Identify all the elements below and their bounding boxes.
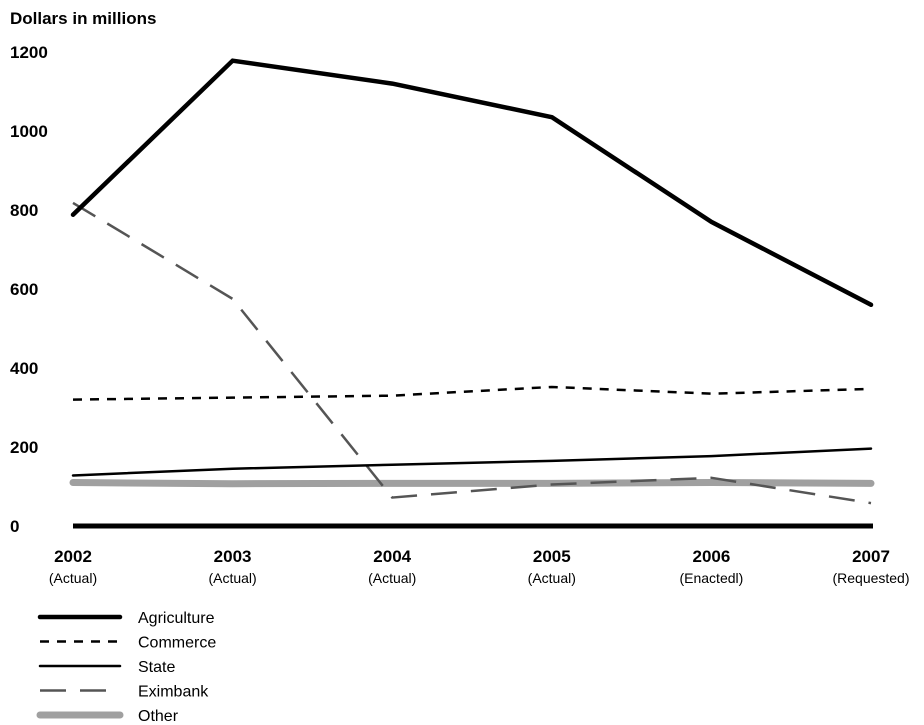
- series-line-other: [69, 479, 875, 488]
- series-line-state: [71, 447, 873, 477]
- x-tick-year: 2003: [214, 547, 252, 566]
- y-tick-label: 400: [10, 359, 38, 378]
- y-axis-title: Dollars in millions: [10, 9, 156, 28]
- x-tick-year: 2006: [692, 547, 730, 566]
- legend: Agriculture Commerce State Eximbank Other: [36, 610, 216, 725]
- legend-label-state: State: [138, 659, 175, 676]
- x-tick-status: (Actual): [208, 570, 256, 586]
- x-tick-status: (Actual): [368, 570, 416, 586]
- series-lines: [69, 58, 875, 505]
- y-axis-ticks: 0 200 400 600 800 1000 1200: [10, 43, 48, 536]
- y-tick-label: 800: [10, 201, 38, 220]
- legend-label-commerce: Commerce: [138, 635, 216, 652]
- y-tick-label: 600: [10, 280, 38, 299]
- x-tick-status: (Actual): [49, 570, 97, 586]
- x-tick-year: 2007: [852, 547, 890, 566]
- legend-label-eximbank: Eximbank: [138, 684, 209, 701]
- series-line-eximbank: [72, 201, 872, 505]
- x-tick-status: (Enactedl): [679, 570, 743, 586]
- x-axis-ticks: 2002 (Actual) 2003 (Actual) 2004 (Actual) 2005…: [49, 547, 910, 586]
- x-tick-status: (Actual): [528, 570, 576, 586]
- x-tick-year: 2004: [373, 547, 411, 566]
- series-line-agriculture: [70, 58, 874, 308]
- x-tick-status: (Requested): [832, 570, 909, 586]
- x-tick-year: 2005: [533, 547, 571, 566]
- y-tick-label: 0: [10, 517, 19, 536]
- legend-label-other: Other: [138, 708, 179, 725]
- y-tick-label: 200: [10, 438, 38, 457]
- series-line-commerce: [72, 385, 872, 401]
- legend-label-agriculture: Agriculture: [138, 610, 215, 627]
- y-tick-label: 1200: [10, 43, 48, 62]
- y-tick-label: 1000: [10, 122, 48, 141]
- x-tick-year: 2002: [54, 547, 92, 566]
